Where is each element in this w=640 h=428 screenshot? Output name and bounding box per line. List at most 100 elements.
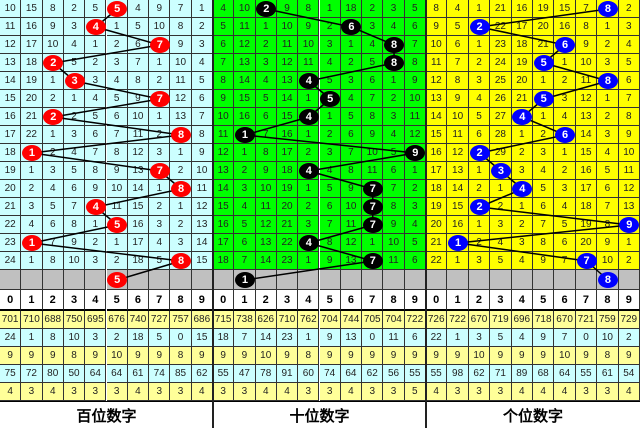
stat-cell: 75 [0,365,22,383]
winning-digit-ball: 2 [469,19,490,35]
grid-cell: 9 [63,234,86,252]
grid-cell: 29 [490,144,512,162]
grid-cell: 7 [106,126,128,144]
panel-label: 十位数字 [213,401,426,428]
next-row-cell [511,270,533,290]
grid-cell: 1 [255,18,277,36]
grid-cell: 5 [533,180,555,198]
grid-cell: 1 [468,216,491,234]
grid-cell: 7 [191,108,213,126]
stat-cell: 9 [447,347,469,365]
grid-cell: 4 [319,54,341,72]
grid-cell: 10 [362,144,384,162]
grid-cell: 9 [447,90,469,108]
grid-cell: 4 [63,144,86,162]
stat-cell: 10 [255,347,277,365]
stat-cell: 9 [0,347,22,365]
grid-cell: 6 [106,108,128,126]
stat-cell: 750 [63,311,86,329]
grid-cell: 22 [426,252,448,270]
grid-cell: 9 [298,18,320,36]
grid-cell: 6 [533,198,555,216]
grid-cell: 14 [426,108,448,126]
grid-cell: 2 [618,0,640,18]
grid-cell: 3 [554,180,576,198]
next-row-cell [383,270,405,290]
grid-cell: 2 [63,108,86,126]
grid-cell: 15 [21,0,43,18]
stat-cell: 704 [319,311,341,329]
grid-cell: 15 [234,90,256,108]
grid-cell: 1 [21,252,43,270]
grid-cell: 2 [490,198,512,216]
grid-cell: 5 [404,234,426,252]
grid-cell: 14 [191,234,213,252]
stat-cell: 0 [575,329,598,347]
winning-digit-ball: 8 [171,253,192,269]
grid-cell: 10 [575,54,598,72]
grid-cell: 8 [63,216,86,234]
next-row-cell [533,270,555,290]
grid-cell: 13 [234,54,256,72]
stat-cell: 8 [42,329,64,347]
grid-cell: 1 [511,126,533,144]
grid-cell: 2 [618,252,640,270]
digit-header: 2 [42,290,64,311]
grid-cell: 9 [106,162,128,180]
grid-cell: 10 [106,180,128,198]
grid-cell: 12 [0,36,22,54]
grid-cell: 10 [426,36,448,54]
winning-digit-ball: 4 [85,19,106,35]
stat-cell: 55 [575,365,598,383]
grid-cell: 19 [21,72,43,90]
grid-cell: 19 [511,54,533,72]
grid-cell: 3 [383,0,405,18]
next-row-cell [213,270,235,290]
grid-cell: 8 [298,0,320,18]
grid-cell: 21 [276,216,299,234]
next-row-cell [447,270,469,290]
grid-cell: 6 [554,234,576,252]
stat-cell: 4 [426,383,448,401]
stat-cell: 72 [21,365,43,383]
grid-cell: 11 [404,108,426,126]
digit-header: 1 [447,290,469,311]
grid-cell: 3 [618,18,640,36]
grid-cell: 2 [533,126,555,144]
stat-cell: 726 [426,311,448,329]
grid-cell: 10 [255,180,277,198]
grid-cell: 7 [127,54,150,72]
grid-cell: 21 [533,36,555,54]
stat-cell: 9 [533,347,555,365]
grid-cell: 3 [234,180,256,198]
stat-cell: 50 [63,365,86,383]
stat-cell: 64 [340,365,363,383]
grid-cell: 20 [21,90,43,108]
digit-header: 4 [511,290,533,311]
grid-cell: 8 [106,144,128,162]
grid-cell: 9 [85,180,107,198]
grid-cell: 1 [340,36,363,54]
grid-cell: 9 [362,126,384,144]
grid-cell: 9 [575,36,598,54]
grid-cell: 2 [511,216,533,234]
grid-cell: 14 [213,180,235,198]
digit-header: 5 [533,290,555,311]
grid-cell: 4 [511,252,533,270]
grid-cell: 3 [468,252,491,270]
next-row-cell [490,270,512,290]
grid-cell: 4 [340,90,363,108]
grid-cell: 3 [149,144,171,162]
stat-cell: 3 [170,383,192,401]
grid-cell: 10 [191,162,213,180]
stat-cell: 4 [618,383,640,401]
grid-cell: 9 [383,216,405,234]
grid-cell: 10 [383,234,405,252]
grid-cell: 4 [42,180,64,198]
digit-header: 2 [255,290,277,311]
stat-cell: 64 [106,365,128,383]
grid-cell: 3 [383,108,405,126]
grid-cell: 8 [340,162,363,180]
grid-cell: 5 [618,54,640,72]
grid-cell: 5 [319,72,341,90]
